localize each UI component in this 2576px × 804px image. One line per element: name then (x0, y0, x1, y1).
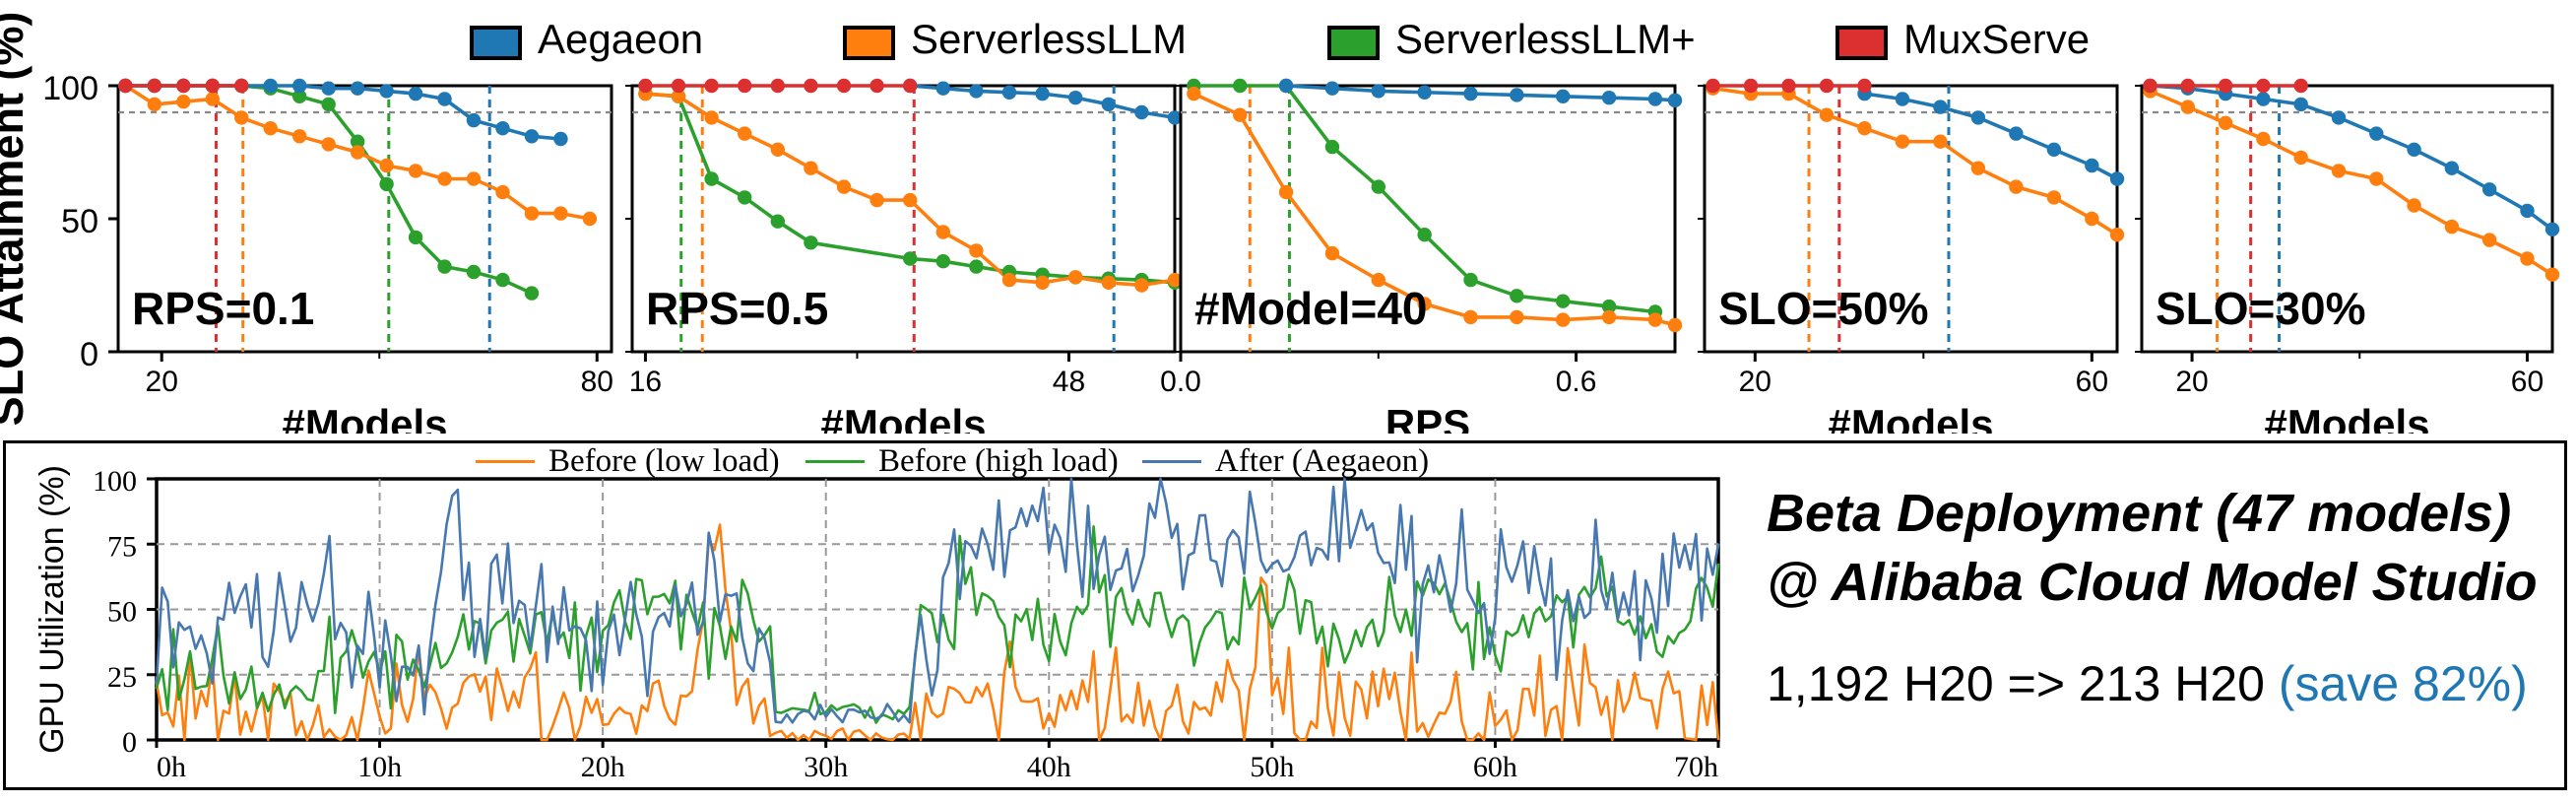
svg-text:0.0: 0.0 (1160, 366, 1201, 398)
svg-text:0h: 0h (157, 751, 186, 783)
svg-text:20: 20 (1739, 366, 1771, 398)
svg-text:100: 100 (93, 465, 137, 498)
svg-text:#Model=40: #Model=40 (1194, 283, 1428, 334)
svg-text:#Models: #Models (2264, 401, 2429, 434)
svg-text:80: 80 (581, 366, 613, 398)
svg-text:#Models: #Models (282, 401, 447, 434)
svg-text:#Models: #Models (820, 401, 986, 434)
svg-text:40h: 40h (1027, 751, 1071, 783)
svg-text:GPU Utilization (%): GPU Utilization (%) (33, 465, 71, 754)
svg-text:16: 16 (629, 366, 662, 398)
svg-text:60: 60 (2511, 366, 2544, 398)
svg-text:50h: 50h (1250, 751, 1294, 783)
svg-text:75: 75 (107, 530, 137, 563)
svg-text:48: 48 (1053, 366, 1085, 398)
svg-text:25: 25 (107, 661, 137, 694)
svg-text:20: 20 (2175, 366, 2208, 398)
svg-text:100: 100 (42, 70, 98, 107)
svg-text:30h: 30h (804, 751, 848, 783)
svg-text:20: 20 (146, 366, 178, 398)
svg-text:RPS=0.1: RPS=0.1 (132, 283, 314, 334)
svg-text:50: 50 (107, 596, 137, 629)
svg-text:RPS=0.5: RPS=0.5 (646, 283, 828, 334)
svg-text:#Models: #Models (1828, 401, 1993, 434)
svg-text:RPS: RPS (1385, 401, 1470, 434)
svg-text:0.6: 0.6 (1556, 366, 1597, 398)
svg-text:SLO=30%: SLO=30% (2156, 283, 2366, 334)
svg-text:SLO=50%: SLO=50% (1718, 283, 1929, 334)
svg-text:50: 50 (61, 203, 98, 240)
svg-text:10h: 10h (357, 751, 402, 783)
svg-text:0: 0 (122, 726, 137, 759)
svg-text:0: 0 (80, 336, 98, 373)
svg-text:60h: 60h (1473, 751, 1517, 783)
svg-text:SLO Attainment (%): SLO Attainment (%) (0, 12, 32, 427)
svg-text:20h: 20h (581, 751, 625, 783)
svg-text:60: 60 (2076, 366, 2108, 398)
svg-text:70h: 70h (1674, 751, 1718, 783)
